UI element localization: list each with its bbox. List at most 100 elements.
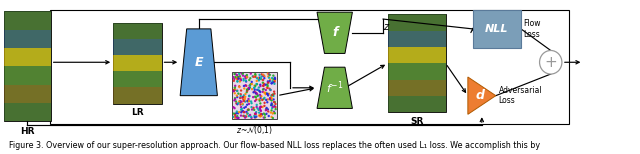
- Point: [269, 105, 280, 107]
- Point: [269, 80, 280, 82]
- Point: [260, 93, 271, 95]
- Point: [263, 110, 273, 113]
- Point: [259, 74, 269, 77]
- Point: [243, 108, 253, 111]
- Point: [268, 112, 278, 115]
- Point: [253, 89, 264, 91]
- Point: [241, 76, 251, 79]
- Point: [244, 95, 254, 97]
- Point: [262, 85, 273, 87]
- Point: [250, 116, 260, 119]
- Point: [260, 89, 271, 91]
- Point: [269, 101, 280, 103]
- Point: [253, 95, 263, 97]
- Point: [259, 77, 269, 79]
- Point: [236, 79, 246, 81]
- Point: [265, 98, 275, 100]
- Point: [244, 95, 255, 97]
- Point: [255, 99, 265, 102]
- Point: [252, 92, 262, 95]
- Point: [258, 84, 268, 87]
- Point: [233, 77, 243, 80]
- Point: [230, 116, 240, 119]
- Point: [259, 105, 269, 107]
- Point: [243, 98, 253, 100]
- Point: [265, 78, 275, 81]
- Point: [241, 91, 252, 93]
- Point: [239, 87, 250, 90]
- Point: [255, 106, 265, 109]
- Point: [233, 76, 243, 78]
- Point: [256, 78, 266, 80]
- Bar: [113, 87, 161, 103]
- Point: [262, 101, 273, 103]
- Point: [236, 95, 246, 97]
- Point: [229, 99, 239, 102]
- Point: [258, 73, 268, 76]
- Point: [239, 94, 249, 97]
- Point: [255, 114, 266, 116]
- Point: [230, 73, 241, 75]
- Point: [246, 83, 257, 85]
- Point: [235, 100, 245, 102]
- Point: [257, 73, 267, 76]
- Bar: [4, 85, 51, 103]
- Point: [244, 87, 254, 89]
- Point: [230, 116, 241, 118]
- Point: [243, 100, 253, 102]
- Point: [245, 114, 255, 116]
- Point: [242, 89, 252, 91]
- Point: [232, 115, 243, 117]
- Point: [248, 75, 258, 77]
- Point: [261, 99, 271, 101]
- Point: [244, 115, 254, 117]
- Point: [264, 80, 275, 82]
- Point: [236, 106, 246, 108]
- Point: [229, 89, 239, 91]
- Point: [231, 100, 241, 103]
- Point: [242, 88, 252, 91]
- Point: [255, 95, 266, 98]
- Point: [237, 107, 247, 110]
- Point: [234, 85, 244, 87]
- Point: [238, 110, 248, 112]
- Point: [267, 77, 277, 79]
- Point: [229, 73, 239, 75]
- Point: [256, 113, 266, 115]
- Point: [232, 78, 243, 80]
- Point: [255, 74, 265, 76]
- Point: [259, 85, 269, 87]
- Point: [250, 74, 260, 76]
- Point: [266, 97, 276, 99]
- Point: [246, 83, 256, 85]
- Point: [233, 102, 243, 105]
- Point: [265, 74, 275, 76]
- Point: [242, 76, 252, 78]
- Bar: [4, 103, 51, 121]
- Point: [261, 92, 271, 94]
- Bar: [113, 39, 161, 55]
- Point: [250, 91, 260, 93]
- Point: [246, 81, 257, 83]
- Point: [259, 102, 269, 104]
- Point: [234, 100, 244, 103]
- Point: [235, 75, 245, 77]
- Bar: [388, 14, 445, 30]
- Point: [263, 94, 273, 97]
- Point: [241, 111, 252, 113]
- Point: [228, 116, 239, 118]
- Point: [236, 77, 246, 80]
- Point: [249, 115, 259, 117]
- Point: [230, 89, 240, 91]
- Point: [269, 81, 280, 83]
- Point: [252, 107, 262, 110]
- Point: [270, 106, 280, 108]
- Point: [243, 109, 253, 111]
- Point: [243, 112, 253, 115]
- Point: [266, 102, 276, 105]
- Bar: [113, 23, 161, 39]
- Point: [254, 98, 264, 101]
- Point: [260, 113, 270, 116]
- Point: [234, 73, 244, 75]
- Point: [241, 106, 251, 108]
